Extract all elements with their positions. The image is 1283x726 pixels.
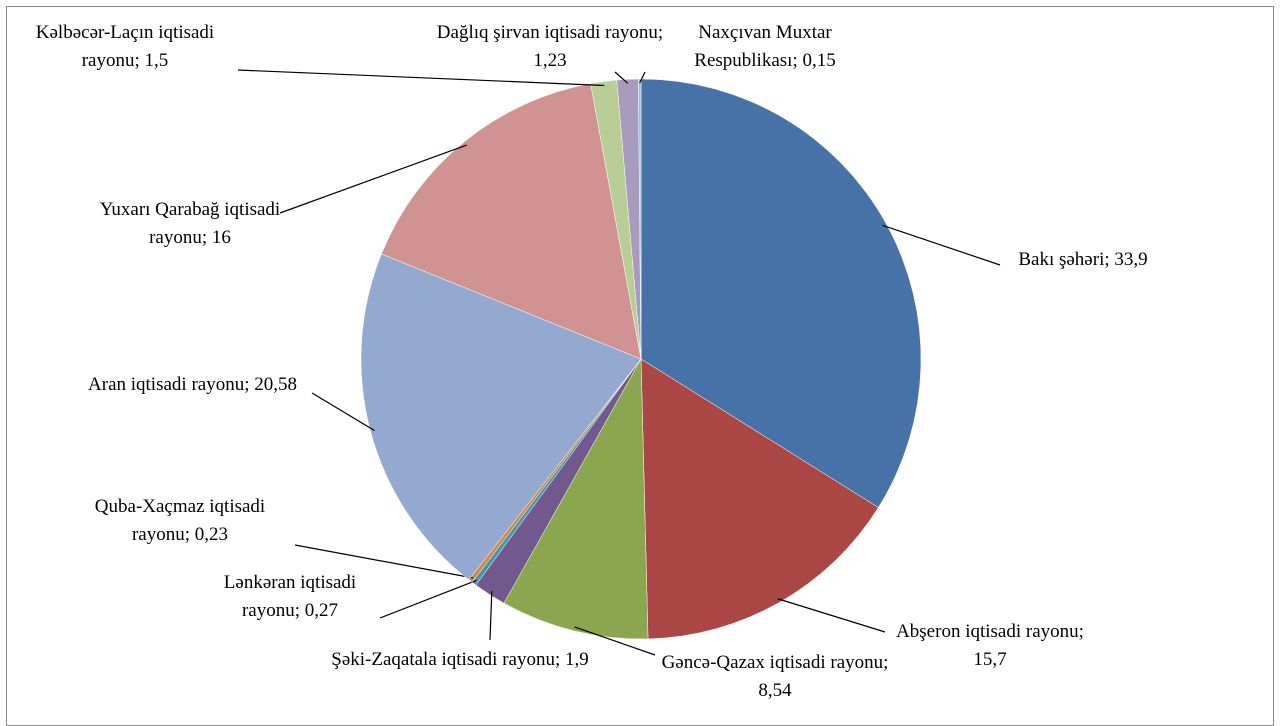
leader-line <box>489 591 493 641</box>
pie-slice <box>640 358 879 640</box>
data-label: Lənkəran iqtisadi rayonu; 0,27 <box>215 569 365 625</box>
pie-slice <box>381 83 642 360</box>
data-label: Abşeron iqtisadi rayonu; 15,7 <box>885 618 1095 674</box>
leader-line <box>279 144 467 214</box>
label-separator: ; <box>792 50 803 71</box>
pie-slice <box>640 78 922 508</box>
data-label: Şəki-Zaqatala iqtisadi rayonu; 1,9 <box>330 646 590 674</box>
label-category: Lənkəran iqtisadi rayonu <box>223 572 357 621</box>
data-label: Kəlbəcər-Laçın iqtisadi rayonu; 1,5 <box>10 19 240 75</box>
label-value: 1,5 <box>144 50 169 71</box>
label-category: Naxçıvan Muxtar Respublikası <box>694 22 832 71</box>
label-separator: ; <box>184 524 195 545</box>
data-label: Quba-Xaçmaz iqtisadi rayonu; 0,23 <box>65 493 295 549</box>
pie-slice <box>360 253 642 581</box>
label-value: 8,54 <box>758 680 792 701</box>
data-label: Dağlıq şirvan iqtisadi rayonu; 1,23 <box>430 19 670 75</box>
leader-line <box>882 224 1001 266</box>
label-separator: ; <box>201 227 212 248</box>
data-label: Gəncə-Qazax iqtisadi rayonu; 8,54 <box>660 649 890 705</box>
pie-slice <box>503 358 649 640</box>
label-value: 0,23 <box>194 524 229 545</box>
chart <box>237 69 1001 656</box>
leader-line <box>574 626 656 656</box>
leader-line <box>777 598 886 633</box>
leader-line <box>237 69 605 87</box>
page: (() => { const data = JSON.parse(documen… <box>6 6 1274 726</box>
label-separator: ; <box>1104 249 1115 270</box>
label-separator: ; <box>294 600 305 621</box>
leader-line <box>294 544 473 579</box>
label-value: 1,9 <box>565 649 589 670</box>
label-separator: ; <box>244 374 255 395</box>
data-label: Naxçıvan Muxtar Respublikası; 0,15 <box>665 19 865 75</box>
label-category: Dağlıq şirvan iqtisadi rayonu <box>436 22 658 43</box>
label-value: 33,9 <box>1114 249 1148 270</box>
label-value: 15,7 <box>973 649 1007 670</box>
label-category: Gəncə-Qazax iqtisadi rayonu <box>661 652 884 673</box>
leader-line <box>639 71 646 84</box>
label-category: Aran iqtisadi rayonu <box>88 374 245 395</box>
label-value: 1,23 <box>533 50 567 71</box>
label-separator: ; <box>134 50 145 71</box>
label-value: 0,27 <box>304 600 339 621</box>
label-category: Yuxarı Qarabağ iqtisadi rayonu <box>99 199 281 248</box>
leader-line <box>379 579 477 619</box>
leader-line <box>614 71 629 84</box>
label-category: Şəki-Zaqatala iqtisadi rayonu <box>331 649 555 670</box>
data-label: Aran iqtisadi rayonu; 20,58 <box>70 371 315 399</box>
label-value: 16 <box>211 227 231 248</box>
label-category: Bakı şəhəri <box>1018 249 1105 270</box>
data-label: Yuxarı Qarabağ iqtisadi rayonu; 16 <box>80 196 300 252</box>
label-separator: ; <box>657 22 664 43</box>
label-value: 0,15 <box>802 50 836 71</box>
label-separator: ; <box>1078 621 1084 642</box>
leader-line <box>311 392 375 432</box>
label-separator: ; <box>554 649 565 670</box>
label-category: Quba-Xaçmaz iqtisadi rayonu <box>94 496 266 545</box>
data-label: Bakı şəhəri; 33,9 <box>1003 246 1163 274</box>
label-separator: ; <box>883 652 889 673</box>
label-category: Abşeron iqtisadi rayonu <box>896 621 1079 642</box>
label-category: Kəlbəcər-Laçın iqtisadi rayonu <box>35 22 215 71</box>
label-value: 20,58 <box>254 374 297 395</box>
